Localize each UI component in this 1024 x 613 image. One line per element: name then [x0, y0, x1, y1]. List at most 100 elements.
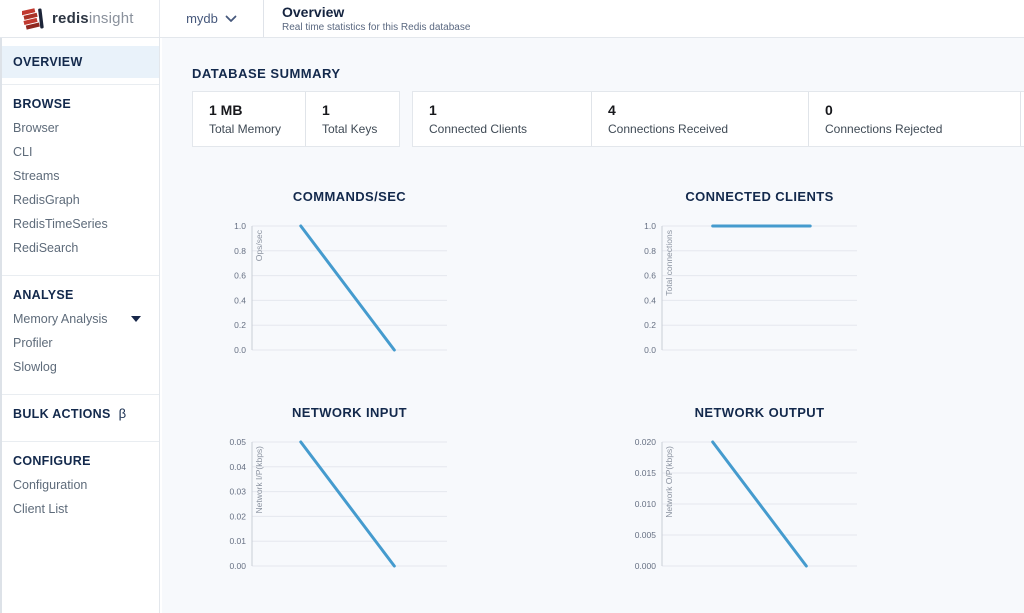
stat-connections-received: 4 Connections Received — [591, 92, 808, 146]
caret-down-icon[interactable] — [131, 316, 142, 322]
stat-connections-rejected: 0 Connections Rejected — [808, 92, 1020, 146]
sidebar-item-label: Client List — [13, 502, 68, 516]
beta-badge: β — [118, 406, 127, 421]
chart-commands-per-sec: COMMANDS/SEC 1.0 0.8 0.6 0.4 0.2 0.0 Ops/sec — [192, 189, 472, 367]
sidebar-item-configuration[interactable]: Configuration — [2, 473, 159, 497]
sidebar-item-browser[interactable]: Browser — [2, 116, 159, 140]
summary-card-connections: 1 Connected Clients 4 Connections Receiv… — [412, 91, 1024, 147]
summary-card-memory-keys: 1 MB Total Memory 1 Total Keys — [192, 91, 400, 147]
sidebar-item-redisgraph[interactable]: RedisGraph — [2, 188, 159, 212]
sidebar-header-configure: CONFIGURE — [13, 454, 91, 468]
sidebar-section-analyse: ANALYSE Memory Analysis Profiler Slowlog — [2, 275, 159, 388]
svg-text:0.03: 0.03 — [229, 487, 246, 497]
stat-spacer — [1020, 92, 1024, 146]
svg-text:0.00: 0.00 — [229, 561, 246, 571]
page-subtitle: Real time statistics for this Redis data… — [282, 21, 471, 33]
chart-connected-clients: CONNECTED CLIENTS 1.0 0.8 0.6 0.4 0.2 0.0 Tota… — [602, 189, 882, 367]
svg-text:0.02: 0.02 — [229, 511, 246, 521]
stat-label: Total Keys — [322, 122, 378, 136]
sidebar-header-browse: BROWSE — [13, 97, 72, 111]
svg-text:0.015: 0.015 — [635, 468, 657, 478]
sidebar-item-overview[interactable]: OVERVIEW — [2, 46, 159, 78]
page-title: Overview — [282, 3, 345, 20]
app-name-bold: redis — [52, 10, 89, 27]
charts-grid: COMMANDS/SEC 1.0 0.8 0.6 0.4 0.2 0.0 Ops/sec C… — [192, 189, 1024, 583]
chart-plot-area: 1.0 0.8 0.6 0.4 0.2 0.0 Total connections — [602, 220, 882, 367]
chart-plot-area: 0.020 0.015 0.010 0.005 0.000 Network O/P(kbp… — [602, 436, 882, 583]
redis-logo-icon — [22, 6, 45, 31]
sidebar-section-bulk-actions: BULK ACTIONS β — [2, 394, 159, 435]
chart-plot-area: 1.0 0.8 0.6 0.4 0.2 0.0 Ops/sec — [192, 220, 472, 367]
sidebar-item-streams[interactable]: Streams — [2, 164, 159, 188]
svg-text:0.000: 0.000 — [635, 561, 657, 571]
sidebar-item-redistimeseries[interactable]: RedisTimeSeries — [2, 212, 159, 236]
chart-title: CONNECTED CLIENTS — [685, 189, 834, 204]
svg-text:0.0: 0.0 — [234, 345, 246, 355]
sidebar-item-label: Slowlog — [13, 360, 57, 374]
svg-text:1.0: 1.0 — [234, 221, 246, 231]
sidebar-item-label: RedisTimeSeries — [13, 217, 108, 231]
sidebar-item-label: BULK ACTIONS — [13, 407, 111, 421]
sidebar-header-analyse: ANALYSE — [13, 288, 74, 302]
svg-text:0.2: 0.2 — [644, 320, 656, 330]
svg-text:0.2: 0.2 — [234, 320, 246, 330]
sidebar-item-label: Configuration — [13, 478, 88, 492]
sidebar-item-redisearch[interactable]: RediSearch — [2, 236, 159, 260]
sidebar-item-memory-analysis[interactable]: Memory Analysis — [2, 307, 159, 331]
svg-text:1.0: 1.0 — [644, 221, 656, 231]
stat-value: 1 — [322, 102, 330, 118]
stat-total-memory: 1 MB Total Memory — [193, 92, 305, 146]
sidebar-item-label: Memory Analysis — [13, 312, 108, 326]
svg-text:Total connections: Total connections — [664, 230, 674, 296]
page-header: Overview Real time statistics for this R… — [264, 0, 470, 37]
stat-label: Connections Rejected — [825, 122, 943, 136]
stat-label: Total Memory — [209, 122, 282, 136]
sidebar-item-label: Profiler — [13, 336, 53, 350]
svg-text:0.8: 0.8 — [234, 246, 246, 256]
sidebar-item-label: CLI — [13, 145, 33, 159]
database-selector[interactable]: mydb — [160, 0, 264, 37]
app-logo: redisinsight — [0, 0, 160, 37]
app-name-light: insight — [88, 10, 134, 27]
sidebar-item-label: Browser — [13, 121, 59, 135]
sidebar: OVERVIEW BROWSE Browser CLI Streams Redi… — [0, 38, 160, 613]
svg-text:0.4: 0.4 — [234, 295, 246, 305]
svg-text:0.8: 0.8 — [644, 246, 656, 256]
sidebar-item-bulk-actions[interactable]: BULK ACTIONS β — [2, 402, 159, 426]
chart-title: COMMANDS/SEC — [292, 189, 407, 204]
svg-text:0.05: 0.05 — [229, 437, 246, 447]
chart-plot-area: 0.05 0.04 0.03 0.02 0.01 0.00 Network I/P(kbps… — [192, 436, 472, 583]
summary-cards-row: 1 MB Total Memory 1 Total Keys 1 Connect… — [192, 91, 1024, 147]
stat-label: Connections Received — [608, 122, 729, 136]
svg-text:0.010: 0.010 — [635, 499, 657, 509]
stat-total-keys: 1 Total Keys — [305, 92, 399, 146]
svg-text:0.04: 0.04 — [229, 462, 246, 472]
svg-text:Network O/P(kbps): Network O/P(kbps) — [664, 446, 674, 518]
chart-network-output: NETWORK OUTPUT 0.020 0.015 0.010 0.005 0.000… — [602, 405, 882, 583]
sidebar-item-label: OVERVIEW — [13, 55, 83, 69]
svg-text:0.0: 0.0 — [644, 345, 656, 355]
database-selector-value: mydb — [186, 11, 218, 26]
sidebar-item-slowlog[interactable]: Slowlog — [2, 355, 159, 379]
stat-label: Connected Clients — [429, 122, 528, 136]
database-summary-heading: DATABASE SUMMARY — [192, 66, 341, 81]
svg-text:Ops/sec: Ops/sec — [254, 229, 264, 261]
svg-text:0.005: 0.005 — [635, 530, 657, 540]
sidebar-item-label: RedisGraph — [13, 193, 80, 207]
sidebar-section-browse: BROWSE Browser CLI Streams RedisGraph Re… — [2, 84, 159, 269]
stat-value: 1 — [429, 102, 437, 118]
main-content: DATABASE SUMMARY 1 MB Total Memory 1 Tot… — [162, 38, 1024, 613]
svg-text:0.6: 0.6 — [234, 271, 246, 281]
chart-network-input: NETWORK INPUT 0.05 0.04 0.03 0.02 0.01 0.00 Ne… — [192, 405, 472, 583]
stat-value: 0 — [825, 102, 833, 118]
stat-value: 4 — [608, 102, 616, 118]
sidebar-item-cli[interactable]: CLI — [2, 140, 159, 164]
svg-text:0.4: 0.4 — [644, 295, 656, 305]
sidebar-section-configure: CONFIGURE Configuration Client List — [2, 441, 159, 530]
svg-text:0.020: 0.020 — [635, 437, 657, 447]
sidebar-item-profiler[interactable]: Profiler — [2, 331, 159, 355]
sidebar-item-label: RediSearch — [13, 241, 79, 255]
sidebar-item-client-list[interactable]: Client List — [2, 497, 159, 521]
chevron-down-icon — [225, 15, 237, 23]
top-header: redisinsight mydb Overview Real time sta… — [0, 0, 1024, 38]
